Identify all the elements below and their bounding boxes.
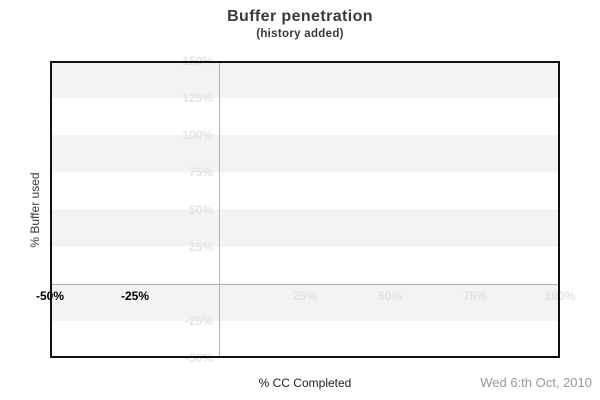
x-tick-label: -25% (120, 289, 149, 303)
x-zero-axis-line (219, 61, 220, 358)
y-tick-label: 25% (188, 239, 213, 254)
plot-border (50, 61, 560, 358)
y-tick-label: 125% (182, 91, 213, 106)
y-tick-label: 75% (188, 165, 213, 180)
x-tick-label: -50% (35, 289, 64, 303)
x-tick-label: 75% (462, 289, 488, 303)
date-label: Wed 6:th Oct, 2010 (480, 375, 592, 390)
y-tick-label: -25% (184, 313, 213, 328)
y-axis-title: % Buffer used (28, 172, 42, 248)
y-tick-label: -50% (184, 351, 213, 365)
plot-area (50, 61, 560, 358)
chart-title: Buffer penetration (227, 8, 373, 25)
chart-subtitle: (history added) (256, 28, 344, 40)
x-tick-label: 25% (292, 289, 318, 303)
x-axis-title: % CC Completed (258, 376, 352, 390)
x-tick-label: 50% (377, 289, 403, 303)
y-tick-label: 50% (188, 202, 213, 217)
y-zero-axis-line (50, 284, 560, 285)
y-tick-label: 100% (182, 128, 213, 143)
